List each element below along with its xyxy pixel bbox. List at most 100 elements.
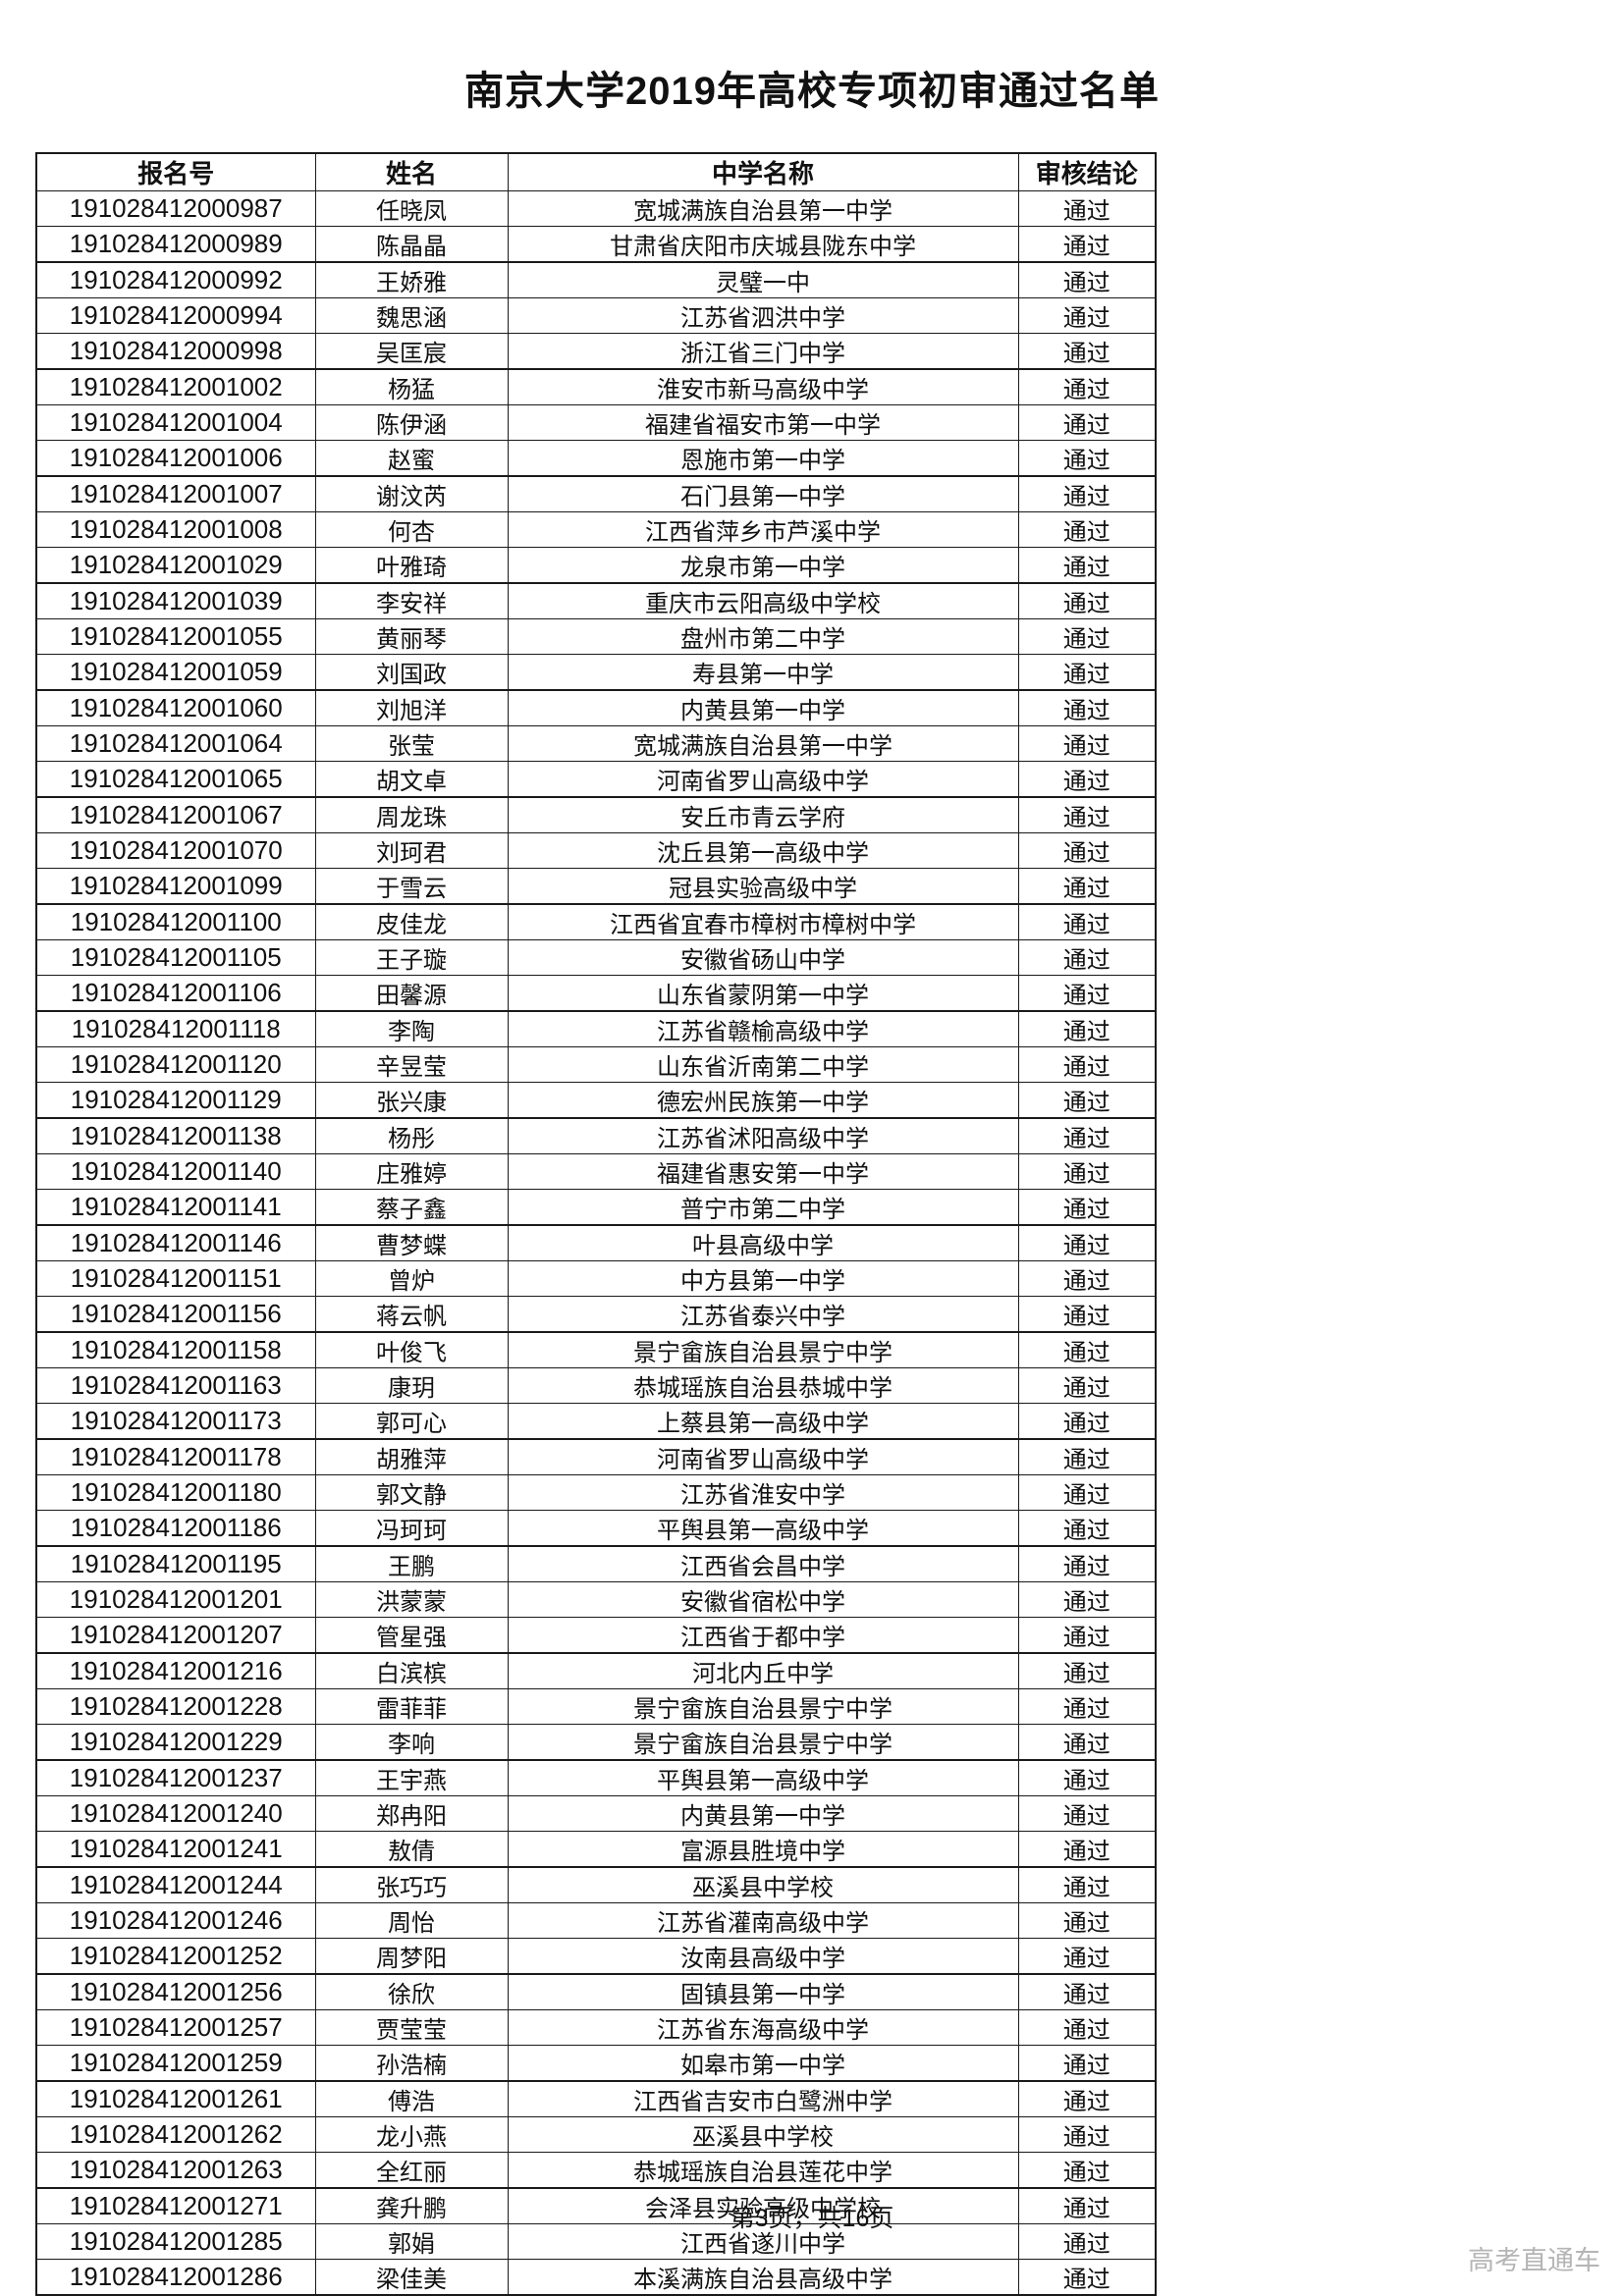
school-name-cell: 江西省遂川中学 xyxy=(507,2223,1019,2260)
student-name-cell: 王娇雅 xyxy=(314,261,509,298)
table-row: 191028412001006 赵蜜 恩施市第一中学 通过 xyxy=(35,440,1157,477)
registration-number-cell: 191028412001140 xyxy=(35,1153,316,1190)
student-name-cell: 张莹 xyxy=(314,725,509,762)
student-name-cell: 李陶 xyxy=(314,1010,509,1047)
student-name-cell: 郭可心 xyxy=(314,1403,509,1440)
review-result-cell: 通过 xyxy=(1017,1759,1157,1796)
school-name-cell: 本溪满族自治县高级中学 xyxy=(507,2259,1019,2296)
registration-number-cell: 191028412001008 xyxy=(35,511,316,548)
registration-number-cell: 191028412001256 xyxy=(35,1973,316,2010)
registration-number-cell: 191028412001201 xyxy=(35,1581,316,1618)
registration-number-cell: 191028412001099 xyxy=(35,868,316,905)
registration-number-cell: 191028412001163 xyxy=(35,1367,316,1404)
school-name-cell: 山东省蒙阴第一中学 xyxy=(507,975,1019,1012)
review-result-cell: 通过 xyxy=(1017,725,1157,762)
registration-number-cell: 191028412001059 xyxy=(35,654,316,691)
registration-number-cell: 191028412001228 xyxy=(35,1688,316,1725)
roster-table-container: 报名号 姓名 中学名称 审核结论 191028412000987 任晓凤 宽城满… xyxy=(35,152,1157,2296)
registration-number-cell: 191028412001039 xyxy=(35,582,316,619)
table-row: 191028412001008 何杏 江西省萍乡市芦溪中学 通过 xyxy=(35,511,1157,548)
review-result-cell: 通过 xyxy=(1017,1545,1157,1582)
registration-number-cell: 191028412001065 xyxy=(35,761,316,798)
table-row: 191028412001059 刘国政 寿县第一中学 通过 xyxy=(35,654,1157,691)
table-row: 191028412001263 全红丽 恭城瑶族自治县莲花中学 通过 xyxy=(35,2152,1157,2189)
review-result-cell: 通过 xyxy=(1017,475,1157,512)
review-result-cell: 通过 xyxy=(1017,1189,1157,1226)
table-row: 191028412001173 郭可心 上蔡县第一高级中学 通过 xyxy=(35,1403,1157,1440)
student-name-cell: 贾莹莹 xyxy=(314,2009,509,2046)
column-header-registration-number: 报名号 xyxy=(35,152,316,191)
school-name-cell: 重庆市云阳高级中学校 xyxy=(507,582,1019,619)
student-name-cell: 于雪云 xyxy=(314,868,509,905)
registration-number-cell: 191028412001067 xyxy=(35,796,316,833)
table-row: 191028412001099 于雪云 冠县实验高级中学 通过 xyxy=(35,868,1157,905)
table-row: 191028412001100 皮佳龙 江西省宜春市樟树市樟树中学 通过 xyxy=(35,903,1157,940)
review-result-cell: 通过 xyxy=(1017,2009,1157,2046)
registration-number-cell: 191028412001006 xyxy=(35,440,316,477)
student-name-cell: 曾炉 xyxy=(314,1260,509,1297)
student-name-cell: 孙浩楠 xyxy=(314,2045,509,2082)
registration-number-cell: 191028412001156 xyxy=(35,1296,316,1333)
student-name-cell: 雷菲菲 xyxy=(314,1688,509,1725)
registration-number-cell: 191028412001118 xyxy=(35,1010,316,1047)
watermark-text: 高考直通车 xyxy=(1468,2246,1600,2275)
table-row: 191028412001244 张巧巧 巫溪县中学校 通过 xyxy=(35,1866,1157,1903)
registration-number-cell: 191028412001186 xyxy=(35,1510,316,1547)
table-row: 191028412001257 贾莹莹 江苏省东海高级中学 通过 xyxy=(35,2009,1157,2046)
review-result-cell: 通过 xyxy=(1017,796,1157,833)
review-result-cell: 通过 xyxy=(1017,1795,1157,1832)
table-row: 191028412001163 康玥 恭城瑶族自治县恭城中学 通过 xyxy=(35,1367,1157,1404)
student-name-cell: 杨猛 xyxy=(314,368,509,405)
table-row: 191028412001151 曾炉 中方县第一中学 通过 xyxy=(35,1260,1157,1297)
school-name-cell: 江西省于都中学 xyxy=(507,1617,1019,1654)
review-result-cell: 通过 xyxy=(1017,190,1157,227)
student-name-cell: 杨彤 xyxy=(314,1117,509,1154)
review-result-cell: 通过 xyxy=(1017,618,1157,655)
student-name-cell: 冯珂珂 xyxy=(314,1510,509,1547)
registration-number-cell: 191028412001285 xyxy=(35,2223,316,2260)
registration-number-cell: 191028412000987 xyxy=(35,190,316,227)
table-row: 191028412001106 田馨源 山东省蒙阴第一中学 通过 xyxy=(35,975,1157,1012)
registration-number-cell: 191028412001138 xyxy=(35,1117,316,1154)
review-result-cell: 通过 xyxy=(1017,975,1157,1012)
table-row: 191028412000998 吴匡宸 浙江省三门中学 通过 xyxy=(35,333,1157,370)
table-row: 191028412001186 冯珂珂 平舆县第一高级中学 通过 xyxy=(35,1510,1157,1547)
school-name-cell: 巫溪县中学校 xyxy=(507,2116,1019,2153)
table-row: 191028412001129 张兴康 德宏州民族第一中学 通过 xyxy=(35,1082,1157,1119)
registration-number-cell: 191028412001060 xyxy=(35,689,316,726)
school-name-cell: 江苏省东海高级中学 xyxy=(507,2009,1019,2046)
table-row: 191028412001118 李陶 江苏省赣榆高级中学 通过 xyxy=(35,1010,1157,1047)
registration-number-cell: 191028412001141 xyxy=(35,1189,316,1226)
review-result-cell: 通过 xyxy=(1017,2223,1157,2260)
registration-number-cell: 191028412001129 xyxy=(35,1082,316,1119)
table-row: 191028412001216 白滨槟 河北内丘中学 通过 xyxy=(35,1652,1157,1689)
student-name-cell: 郭娟 xyxy=(314,2223,509,2260)
student-name-cell: 魏思涵 xyxy=(314,297,509,334)
school-name-cell: 景宁畲族自治县景宁中学 xyxy=(507,1331,1019,1368)
review-result-cell: 通过 xyxy=(1017,2259,1157,2296)
table-row: 191028412000987 任晓凤 宽城满族自治县第一中学 通过 xyxy=(35,190,1157,227)
school-name-cell: 江苏省灌南高级中学 xyxy=(507,1902,1019,1939)
school-name-cell: 江苏省赣榆高级中学 xyxy=(507,1010,1019,1047)
table-row: 191028412001146 曹梦蝶 叶县高级中学 通过 xyxy=(35,1224,1157,1261)
school-name-cell: 汝南县高级中学 xyxy=(507,1938,1019,1975)
student-name-cell: 谢汶芮 xyxy=(314,475,509,512)
table-row: 191028412001256 徐欣 固镇县第一中学 通过 xyxy=(35,1973,1157,2010)
registration-number-cell: 191028412001195 xyxy=(35,1545,316,1582)
review-result-cell: 通过 xyxy=(1017,903,1157,940)
student-name-cell: 傅浩 xyxy=(314,2080,509,2117)
student-name-cell: 周怡 xyxy=(314,1902,509,1939)
registration-number-cell: 191028412001029 xyxy=(35,547,316,584)
review-result-cell: 通过 xyxy=(1017,1938,1157,1975)
student-name-cell: 赵蜜 xyxy=(314,440,509,477)
school-name-cell: 安徽省宿松中学 xyxy=(507,1581,1019,1618)
student-name-cell: 胡雅萍 xyxy=(314,1438,509,1475)
school-name-cell: 宽城满族自治县第一中学 xyxy=(507,190,1019,227)
student-name-cell: 康玥 xyxy=(314,1367,509,1404)
table-row: 191028412001178 胡雅萍 河南省罗山高级中学 通过 xyxy=(35,1438,1157,1475)
registration-number-cell: 191028412000992 xyxy=(35,261,316,298)
school-name-cell: 固镇县第一中学 xyxy=(507,1973,1019,2010)
table-row: 191028412001064 张莹 宽城满族自治县第一中学 通过 xyxy=(35,725,1157,762)
review-result-cell: 通过 xyxy=(1017,547,1157,584)
review-result-cell: 通过 xyxy=(1017,1117,1157,1154)
